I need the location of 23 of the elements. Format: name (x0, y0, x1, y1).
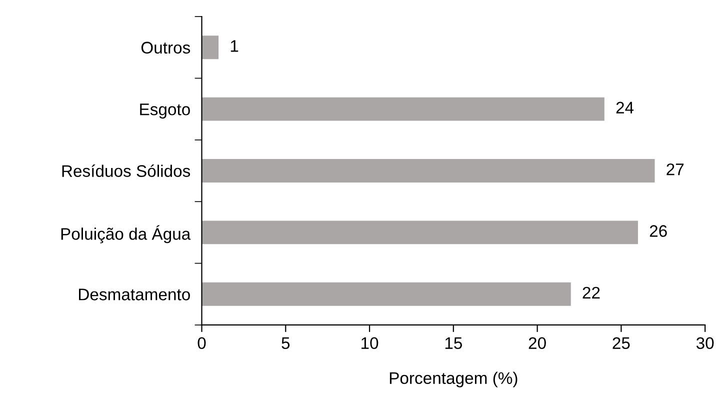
y-tick-label: Desmatamento (79, 288, 190, 300)
data-label: 24 (616, 102, 634, 114)
bar (202, 282, 571, 306)
y-tick-label: Poluição da Água (61, 225, 191, 244)
x-tick-label: 15 (445, 337, 462, 350)
x-tick-label: 25 (612, 337, 630, 350)
data-label: 1 (230, 40, 238, 52)
x-tick-label: 0 (198, 337, 206, 350)
x-tick-label: 20 (528, 337, 546, 350)
y-tick-label: Esgoto (140, 104, 190, 119)
bar (202, 220, 638, 244)
x-tick-label: 5 (282, 337, 290, 350)
data-label: 27 (666, 163, 684, 176)
bar (202, 97, 604, 121)
y-tick-label: Outros (141, 42, 190, 54)
data-label: 22 (582, 286, 600, 298)
x-axis-title: Porcentagem (%) (390, 372, 518, 388)
x-tick-label: 10 (362, 337, 378, 350)
x-tick-label: 30 (696, 337, 714, 350)
y-tick-label: Resíduos Sólidos (62, 164, 190, 177)
bar (202, 159, 655, 182)
data-label: 26 (650, 225, 667, 237)
bar (202, 36, 219, 60)
